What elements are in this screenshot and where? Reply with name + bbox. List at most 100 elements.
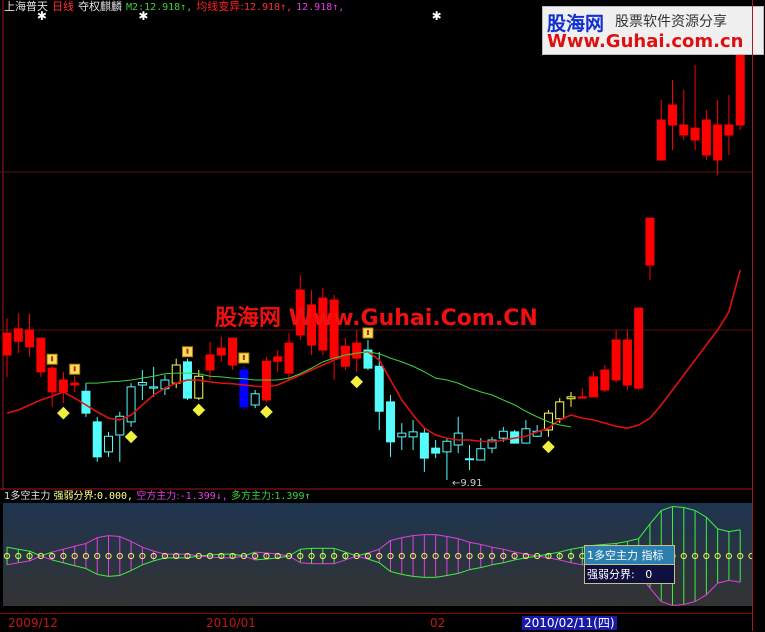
boundary-dot — [319, 552, 326, 560]
indicator-upper-envelope — [683, 507, 696, 511]
candle-body — [442, 440, 452, 453]
indicator-lower-envelope — [85, 568, 98, 575]
boundary-dot — [409, 552, 417, 560]
m2-value: 12.918↑, — [144, 2, 193, 13]
boundary-dot — [691, 552, 699, 560]
boundary-dot — [263, 552, 270, 560]
bull-value: 1.399↑ — [274, 491, 311, 502]
candle-body — [228, 337, 238, 366]
candle-body — [600, 369, 610, 391]
price-chart[interactable]: ✱ ✱ ✱ — [0, 0, 752, 490]
indicator-upper-envelope — [63, 545, 75, 550]
indicator-lower-envelope — [356, 555, 369, 560]
indicator-upper-envelope — [706, 516, 718, 530]
candle-body — [713, 124, 723, 161]
boundary-dot — [421, 552, 428, 560]
indicator-upper-envelope — [661, 506, 673, 511]
candle-body — [307, 304, 317, 346]
indicator-upper-envelope — [40, 551, 53, 557]
ma-green-line — [85, 351, 572, 428]
indicator-lower-envelope — [378, 562, 391, 572]
indicator-upper-envelope — [378, 540, 391, 550]
center-watermark: 股海网 Www.Guhai.Com.CN — [215, 306, 538, 331]
boundary-dot — [331, 552, 338, 560]
indicator-title-bar: 1多空主力 强弱分界:0.000, 空方主力:-1.399↓, 多方主力:1.3… — [4, 491, 310, 503]
candle-body — [701, 119, 711, 156]
indicator-name[interactable]: 1多空主力 — [4, 491, 51, 502]
indicator-upper-envelope — [694, 510, 707, 518]
boundary-dot — [511, 552, 518, 560]
candle-body — [645, 217, 655, 266]
candle-body — [363, 349, 373, 369]
ma-red-line — [6, 269, 741, 443]
candle-body — [239, 369, 249, 408]
indicator-upper-envelope — [480, 543, 493, 548]
candle-body — [690, 127, 700, 141]
candle-body — [104, 435, 114, 453]
indicator-upper-envelope — [243, 551, 256, 557]
indicator-upper-envelope — [604, 542, 617, 545]
indicator-upper-envelope — [458, 538, 470, 543]
indicator-upper-envelope — [503, 548, 515, 553]
signal-flag-mark — [242, 355, 245, 360]
candle-body — [634, 307, 644, 389]
logo-slogan: 股票软件资源分享 — [615, 14, 727, 30]
boundary-dot — [500, 552, 507, 560]
candle-body — [47, 367, 57, 393]
boundary-dot — [432, 552, 439, 560]
indicator-chart[interactable] — [0, 503, 752, 606]
candle-body — [679, 124, 689, 136]
boundary-value: 0.000, — [96, 491, 134, 502]
axis-label-feb: 02 — [430, 616, 446, 630]
low-price-value: 9.91 — [460, 478, 483, 489]
candle-body — [36, 337, 46, 373]
indicator-upper-envelope — [288, 548, 301, 557]
boundary-label: 强弱分界: — [53, 491, 97, 502]
candle-body — [261, 360, 271, 401]
boundary-dot — [229, 552, 236, 560]
boundary-dot — [127, 552, 135, 560]
indicator-upper-envelope — [649, 510, 662, 525]
price-scale-strip[interactable] — [752, 0, 765, 631]
indicator-lower-envelope — [390, 571, 402, 575]
star-icon: ✱ — [37, 9, 47, 23]
boundary-dot — [240, 552, 247, 560]
indicator-lower-envelope — [63, 562, 75, 567]
date-axis: 2009/12 2010/01 02 2010/02/11(四) — [0, 613, 752, 632]
boundary-dot — [195, 552, 202, 560]
indicator-upper-envelope — [255, 551, 267, 554]
boundary-dot — [376, 552, 383, 560]
candle-body — [126, 386, 136, 423]
candle-body — [70, 382, 80, 386]
adjust-label[interactable]: 夺权麒麟 — [78, 0, 122, 13]
indicator-lower-envelope — [108, 574, 120, 577]
boundary-dot — [714, 552, 721, 560]
boundary-dot — [342, 552, 349, 560]
indicator-upper-envelope — [728, 529, 741, 533]
candle-body — [566, 396, 576, 400]
boundary-dot — [285, 552, 293, 560]
indicator-lower-envelope — [367, 558, 380, 564]
candle-body — [374, 365, 384, 412]
indicator-lower-envelope — [435, 574, 448, 578]
indicator-lower-envelope — [401, 573, 414, 577]
indicator-upper-envelope — [300, 547, 312, 550]
boundary-dot — [353, 552, 360, 560]
boundary-dot — [545, 552, 552, 560]
candle-body — [464, 458, 474, 461]
turn-signal-diamond-icon — [55, 405, 72, 421]
candle-body — [58, 379, 68, 393]
indicator-lower-envelope — [503, 559, 515, 564]
star-icon: ✱ — [432, 9, 442, 23]
turn-signal-diamond-icon — [123, 429, 139, 445]
tooltip-title: 1多空主力 指标 — [585, 546, 674, 564]
indicator-upper-envelope — [130, 540, 143, 548]
indicator-lower-envelope — [119, 570, 132, 576]
indicator-upper-envelope — [29, 550, 42, 557]
indicator-upper-envelope — [333, 547, 346, 553]
indicator-upper-envelope — [570, 546, 583, 550]
candle-body — [295, 289, 305, 336]
bear-value: -1.399↓, — [179, 491, 228, 502]
period-label[interactable]: 日线 — [52, 0, 74, 13]
boundary-dot — [105, 552, 112, 560]
